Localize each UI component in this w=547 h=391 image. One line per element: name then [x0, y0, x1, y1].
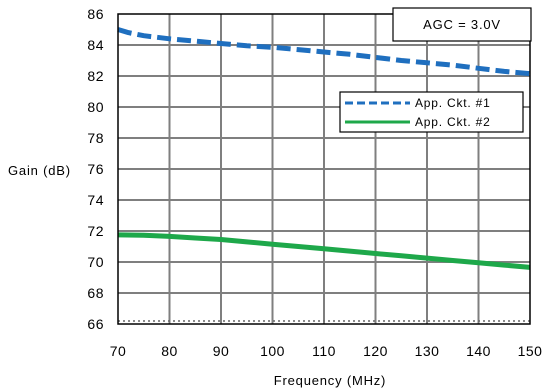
y-tick-label-74: 74 — [87, 192, 104, 208]
annotation-text: AGC = 3.0V — [423, 17, 501, 32]
y-tick-label-70: 70 — [87, 254, 104, 270]
x-axis-label: Frequency (MHz) — [274, 373, 386, 388]
x-tick-label-150: 150 — [518, 343, 543, 359]
legend-label-series-1: App. Ckt. #1 — [415, 96, 491, 110]
series-1-line — [117, 27, 531, 77]
legend: App. Ckt. #1 App. Ckt. #2 — [339, 91, 524, 133]
y-tick-label-66: 66 — [87, 316, 104, 332]
y-axis-label: Gain (dB) — [8, 163, 71, 178]
y-tick-label-68: 68 — [87, 285, 104, 301]
y-tick-label-78: 78 — [87, 130, 104, 146]
x-tick-label-110: 110 — [312, 343, 336, 359]
y-tick-label-80: 80 — [87, 99, 104, 115]
grid-lines — [118, 14, 530, 324]
y-tick-label-86: 86 — [87, 6, 104, 22]
x-tick-label-80: 80 — [161, 343, 178, 359]
y-tick-label-82: 82 — [87, 68, 104, 84]
series-2-line — [117, 232, 531, 270]
y-tick-label-84: 84 — [87, 37, 104, 53]
legend-label-series-2: App. Ckt. #2 — [415, 115, 491, 129]
y-tick-label-72: 72 — [87, 223, 104, 239]
plot-border — [117, 13, 531, 325]
agc-annotation: AGC = 3.0V — [392, 7, 532, 42]
series-layer — [117, 27, 531, 270]
tick-labels: 70 80 90 100 110 120 130 140 150 66 68 70 72 74 76 78 80… — [87, 6, 542, 359]
annotation-box — [392, 7, 532, 42]
legend-box — [339, 91, 524, 133]
x-tick-label-140: 140 — [466, 343, 491, 359]
x-tick-label-130: 130 — [415, 343, 440, 359]
x-tick-label-120: 120 — [363, 343, 388, 359]
x-tick-label-70: 70 — [110, 343, 127, 359]
x-tick-label-100: 100 — [260, 343, 285, 359]
x-tick-label-90: 90 — [213, 343, 230, 359]
y-tick-label-76: 76 — [87, 161, 104, 177]
